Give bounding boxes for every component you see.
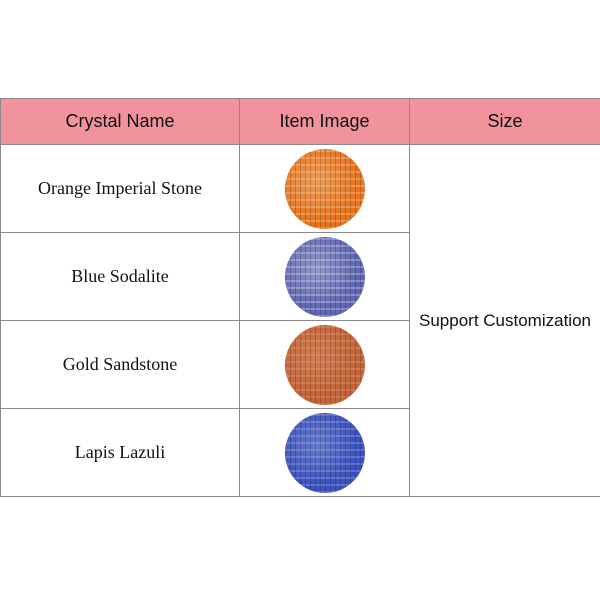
item-image-cell — [239, 144, 410, 233]
crystal-name: Orange Imperial Stone — [0, 144, 240, 233]
bead-image — [284, 412, 365, 493]
table-row: Lapis Lazuli — [0, 408, 600, 497]
crystal-name: Gold Sandstone — [0, 320, 240, 409]
header-size: Size — [409, 98, 600, 145]
table-row: Blue Sodalite — [0, 232, 600, 321]
crystal-name: Lapis Lazuli — [0, 408, 240, 497]
table-row: Orange Imperial Stone Support Customizat… — [0, 144, 600, 497]
bead-image — [284, 236, 365, 317]
bead-image — [284, 324, 365, 405]
crystal-name: Blue Sodalite — [0, 232, 240, 321]
header-row: Crystal Name Item Image Size — [0, 98, 600, 145]
crystal-table: Crystal Name Item Image Size Orange Impe… — [0, 98, 600, 497]
size-value: Support Customization — [409, 144, 600, 497]
header-item-image: Item Image — [239, 98, 410, 145]
item-image-cell — [239, 408, 410, 497]
table-row: Gold Sandstone — [0, 320, 600, 409]
bead-image — [284, 148, 365, 229]
header-crystal-name: Crystal Name — [0, 98, 240, 145]
item-image-cell — [239, 320, 410, 409]
item-image-cell — [239, 232, 410, 321]
